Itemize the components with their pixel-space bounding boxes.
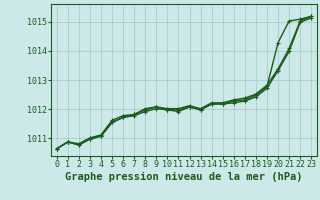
X-axis label: Graphe pression niveau de la mer (hPa): Graphe pression niveau de la mer (hPa) [65,172,303,182]
